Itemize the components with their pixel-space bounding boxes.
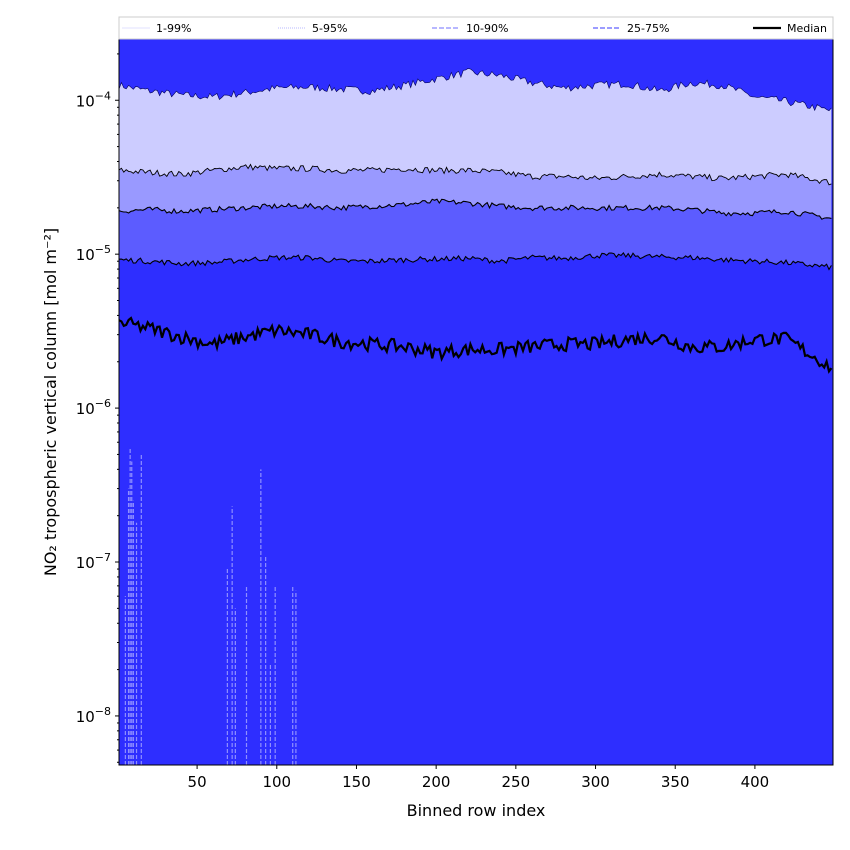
legend-label-Median: Median [787, 22, 827, 35]
band-25-75-fill [119, 252, 833, 765]
x-tick-label: 150 [342, 773, 371, 791]
x-tick-label: 100 [262, 773, 291, 791]
y-tick-label: 10−5 [76, 243, 111, 264]
band-1-99-fill [119, 68, 832, 185]
legend-label-25-75%: 25-75% [627, 22, 669, 35]
x-tick-label: 400 [741, 773, 770, 791]
line-median [119, 316, 833, 374]
x-tick-label: 350 [661, 773, 690, 791]
legend-box [118, 16, 834, 40]
x-axis-label: Binned row index [407, 801, 546, 820]
legend-label-1-99%: 1-99% [156, 22, 191, 35]
band-10-90-fill [119, 199, 832, 270]
legend-label-5-95%: 5-95% [312, 22, 347, 35]
line-25-75-upper [119, 251, 832, 271]
lower-tail-spikes [124, 448, 297, 765]
percentile-bands [119, 39, 833, 765]
y-tick-label: 10−6 [76, 397, 111, 418]
x-tick-label: 200 [422, 773, 451, 791]
x-tick-label: 300 [581, 773, 610, 791]
x-tick-label: 50 [188, 773, 207, 791]
x-tick-label: 250 [502, 773, 531, 791]
percentile-lines [119, 68, 833, 374]
line-10-90-upper [119, 198, 832, 220]
y-axis-label: NO₂ tropospheric vertical column [mol m⁻… [41, 228, 60, 576]
y-axis: 10−8 10−7 10−6 10−5 10−4 [76, 53, 119, 763]
y-tick-label: 10−4 [76, 89, 111, 110]
line-5-95-upper [119, 163, 832, 186]
x-axis: 50 100 150 200 250 300 350 400 [188, 765, 770, 791]
y-tick-label: 10−7 [76, 551, 111, 572]
band-5-95-fill [119, 164, 832, 220]
legend-label-10-90%: 10-90% [466, 22, 508, 35]
y-tick-label: 10−8 [76, 705, 111, 726]
legend: 1-99% 5-95% 10-90% 25-75% Median [118, 16, 834, 40]
line-1-99-upper [119, 68, 832, 112]
